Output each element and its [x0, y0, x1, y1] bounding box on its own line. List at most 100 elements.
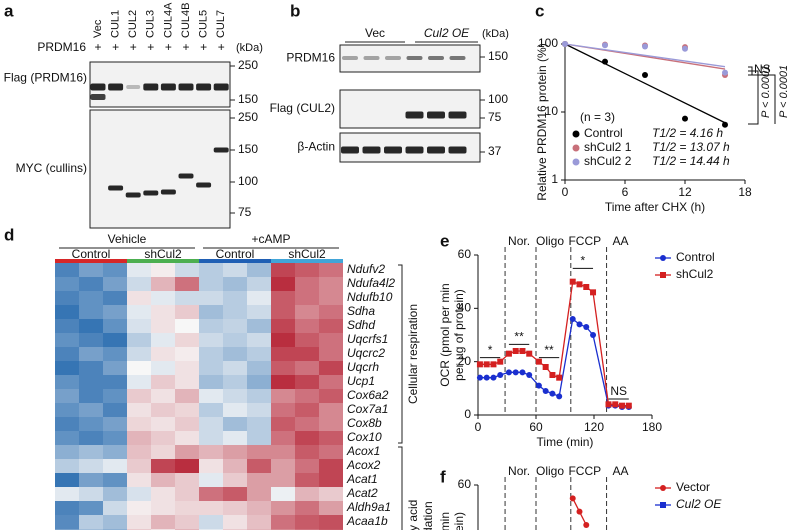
- heatmap-cell: [79, 389, 103, 403]
- legend-label: shCul2: [676, 267, 714, 281]
- point: [519, 369, 526, 376]
- heatmap-cell: [295, 445, 319, 459]
- x-axis-label: Time after CHX (h): [605, 200, 705, 214]
- heatmap-cell: [103, 389, 127, 403]
- lane-label: CUL5: [198, 10, 210, 38]
- heatmap-cell: [247, 417, 271, 431]
- heatmap-cell: [247, 459, 271, 473]
- heatmap-cell: [127, 459, 151, 473]
- point: [583, 522, 590, 528]
- category-label: Cellular respiration: [406, 304, 420, 404]
- heatmap-cell: [55, 291, 79, 305]
- heatmap-cell: [271, 501, 295, 515]
- legend-label: Control: [584, 126, 623, 140]
- heatmap-cell: [271, 361, 295, 375]
- subgroup-label: Control: [216, 247, 255, 261]
- heatmap-cell: [175, 431, 199, 445]
- category-label: atty acid: [406, 500, 420, 530]
- heatmap-cell: [199, 361, 223, 375]
- point: [583, 284, 590, 290]
- gene-label: Acaa1b: [346, 514, 388, 528]
- heatmap-cell: [247, 319, 271, 333]
- heatmap-cell: [199, 333, 223, 347]
- point: [542, 364, 549, 370]
- heatmap-cell: [79, 515, 103, 529]
- heatmap-cell: [247, 445, 271, 459]
- treatment: +: [218, 40, 225, 54]
- point: [590, 332, 597, 338]
- band: [196, 83, 212, 91]
- heatmap-cell: [319, 375, 343, 389]
- heatmap-cell: [223, 319, 247, 333]
- x-tick-label: 180: [642, 420, 662, 434]
- point: [612, 401, 619, 408]
- heatmap-cell: [319, 515, 343, 529]
- gene-label: Cox8b: [347, 416, 382, 430]
- lane-label: CUL1: [110, 10, 122, 38]
- x-axis-label: Time (min): [537, 435, 594, 449]
- heatmap-cell: [151, 501, 175, 515]
- band: [384, 146, 402, 154]
- heatmap-cell: [319, 277, 343, 291]
- gene-label: Cox10: [347, 430, 382, 444]
- point: [476, 374, 483, 381]
- heatmap-cell: [103, 515, 127, 529]
- label: PRDM16: [286, 51, 335, 65]
- heatmap-cell: [55, 473, 79, 487]
- half-life-label: T1/2 = 14.44 h: [652, 154, 730, 168]
- point: [605, 401, 612, 408]
- heatmap-cell: [127, 361, 151, 375]
- band: [405, 146, 424, 154]
- heatmap-cell: [79, 431, 103, 445]
- heatmap-cell: [247, 277, 271, 291]
- heatmap-cell: [199, 459, 223, 473]
- phase-label: Oligo: [536, 234, 564, 248]
- group-label: Vec: [365, 26, 385, 40]
- point: [526, 350, 533, 357]
- band: [427, 111, 445, 119]
- heatmap-cell: [79, 291, 103, 305]
- heatmap-cell: [175, 347, 199, 361]
- point: [625, 402, 632, 409]
- heatmap-cell: [151, 445, 175, 459]
- heatmap-cell: [271, 305, 295, 319]
- x-tick-label: 12: [678, 185, 692, 199]
- heatmap-cell: [127, 305, 151, 319]
- point: [619, 402, 626, 409]
- group-label: Cul2 OE: [424, 26, 470, 40]
- phase-label: Nor.: [508, 234, 530, 248]
- legend-marker: [660, 255, 666, 261]
- legend-marker: [660, 502, 666, 508]
- point: [576, 281, 583, 288]
- point: [583, 324, 590, 330]
- x-tick-label: 18: [738, 185, 752, 199]
- heatmap-cell: [295, 417, 319, 431]
- heatmap-cell: [127, 389, 151, 403]
- significance-label: **: [514, 330, 524, 344]
- significance-label: *: [581, 254, 586, 268]
- heatmap-cell: [151, 459, 175, 473]
- band: [428, 56, 444, 60]
- significance-label: NS: [610, 384, 627, 398]
- subgroup-label: Control: [72, 247, 111, 261]
- heatmap-cell: [247, 431, 271, 445]
- band: [160, 83, 176, 91]
- heatmap-cell: [55, 515, 79, 529]
- legend-marker: [572, 158, 580, 166]
- heatmap-cell: [223, 291, 247, 305]
- heatmap-cell: [199, 445, 223, 459]
- heatmap-cell: [127, 263, 151, 277]
- heatmap-cell: [55, 445, 79, 459]
- group-color-bar: [199, 259, 271, 263]
- heatmap-cell: [127, 347, 151, 361]
- heatmap-cell: [223, 487, 247, 501]
- band: [342, 56, 358, 60]
- heatmap-cell: [55, 277, 79, 291]
- band: [90, 83, 106, 91]
- legend-marker: [572, 130, 580, 138]
- heatmap-cell: [175, 459, 199, 473]
- treatment: +: [182, 40, 189, 54]
- heatmap-cell: [103, 445, 127, 459]
- heatmap-cell: [199, 277, 223, 291]
- panel-label: a: [4, 1, 14, 20]
